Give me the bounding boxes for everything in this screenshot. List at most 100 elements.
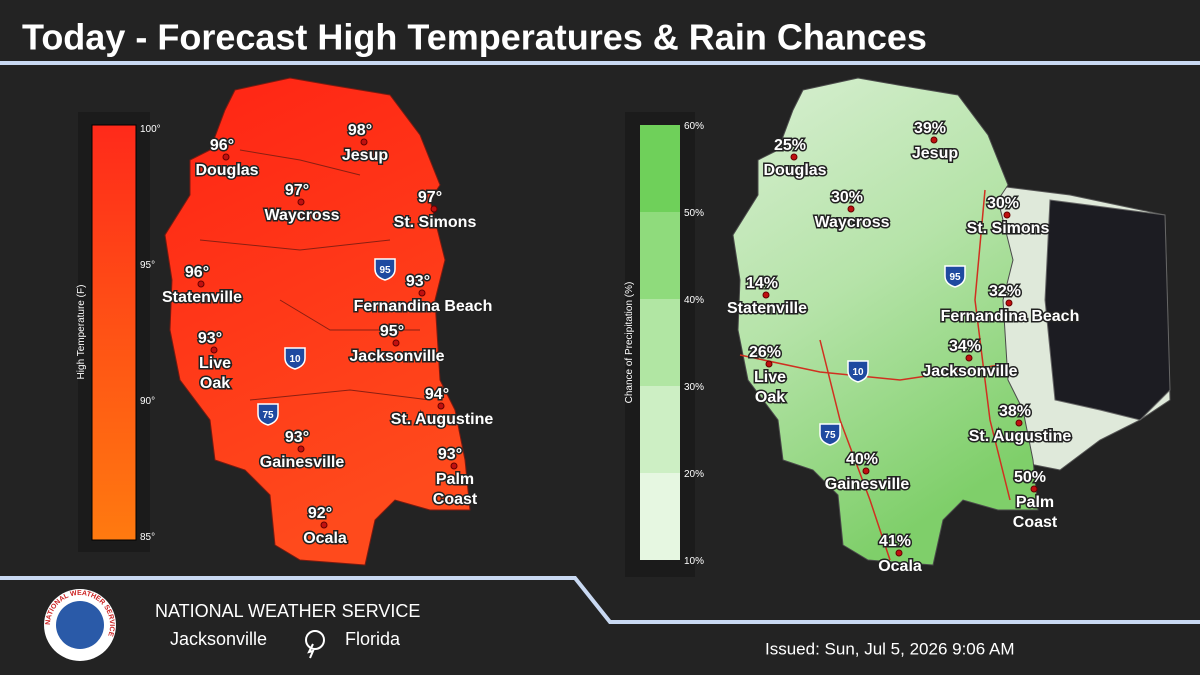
color-band xyxy=(640,473,680,560)
city-value: 93° xyxy=(438,446,462,463)
region xyxy=(164,77,471,566)
city-value: 30% xyxy=(987,195,1019,212)
interstate-number: 10 xyxy=(289,354,301,365)
city-dot xyxy=(297,198,305,206)
interstate-shield xyxy=(847,360,869,383)
city-value: 96° xyxy=(185,264,209,281)
city-name: Statenville xyxy=(727,300,807,317)
city-value: 93° xyxy=(285,429,309,446)
legend-title: Chance of Precipitation (%) xyxy=(624,282,635,404)
city-value: 32% xyxy=(989,283,1021,300)
city-value: 95° xyxy=(380,323,404,340)
city-name: Waycross xyxy=(265,207,340,224)
weather-icon xyxy=(305,630,325,659)
city-dot xyxy=(437,402,445,410)
temperature-map: 100° 95° 90° 85° High Temperature (F) 95 10 75 9… xyxy=(76,77,495,566)
city-value: 94° xyxy=(425,386,449,403)
color-band xyxy=(640,386,680,473)
city-value: 96° xyxy=(210,137,234,154)
city-dot xyxy=(297,445,305,453)
city-value: 50% xyxy=(1014,469,1046,486)
city-dot xyxy=(392,339,400,347)
color-band xyxy=(640,212,680,299)
city-name: Jacksonville xyxy=(922,363,1017,380)
city-name: St. Augustine xyxy=(391,411,494,428)
office-state: Florida xyxy=(345,629,401,649)
issued-time: Issued: Sun, Jul 5, 2026 9:06 AM xyxy=(765,639,1015,658)
city-value: 38% xyxy=(999,403,1031,420)
city-name: Waycross xyxy=(815,214,890,231)
city-name: Live xyxy=(754,369,786,386)
city-dot xyxy=(450,462,458,470)
city-value: 26% xyxy=(749,344,781,361)
city-name: Live xyxy=(199,355,231,372)
city-value: 39% xyxy=(914,120,946,137)
city-value: 41% xyxy=(879,533,911,550)
city-name: Statenville xyxy=(162,289,242,306)
city-dot xyxy=(418,289,426,297)
city-value: 25% xyxy=(774,137,806,154)
city-dot xyxy=(1005,299,1013,307)
city-name: Jesup xyxy=(342,147,388,164)
city-value: 30% xyxy=(831,189,863,206)
city-name: Douglas xyxy=(763,162,826,179)
city-name: Palm xyxy=(436,471,474,488)
city-value: 34% xyxy=(949,338,981,355)
city-value: 93° xyxy=(406,273,430,290)
legend-tick: 90° xyxy=(140,396,155,407)
city-value: 14% xyxy=(746,275,778,292)
interstate-number: 95 xyxy=(949,272,961,283)
color-scale xyxy=(91,124,137,541)
city-name: St. Simons xyxy=(394,214,477,231)
divider xyxy=(0,576,1200,624)
city-dot xyxy=(430,205,438,213)
rain-map: 60% 50% 40% 30% 20% 10% Chance of Precipitatio… xyxy=(624,77,1171,577)
legend-tick: 95° xyxy=(140,260,155,271)
city-dot xyxy=(862,467,870,475)
city-value: 98° xyxy=(348,122,372,139)
city-value: 93° xyxy=(198,330,222,347)
city-name: Jacksonville xyxy=(349,348,444,365)
city-name: Fernandina Beach xyxy=(354,298,493,315)
city-name: Coast xyxy=(433,491,478,508)
city-dot xyxy=(210,346,218,354)
masked-area xyxy=(1044,199,1171,421)
city-name: Coast xyxy=(1013,514,1058,531)
city-dot xyxy=(1003,211,1011,219)
city-name: Fernandina Beach xyxy=(941,308,1080,325)
interstate-shield xyxy=(819,423,841,446)
legend-tick: 20% xyxy=(684,469,704,480)
city-name: Douglas xyxy=(195,162,258,179)
city-dot xyxy=(762,291,770,299)
legend-title: High Temperature (F) xyxy=(76,285,87,380)
legend-tick: 85° xyxy=(140,532,155,543)
color-band xyxy=(640,299,680,386)
interstate-shield xyxy=(944,265,966,288)
city-dot xyxy=(1030,485,1038,493)
city-name: Palm xyxy=(1016,494,1054,511)
city-dot xyxy=(790,153,798,161)
title: Today - Forecast High Temperatures & Rai… xyxy=(22,17,927,58)
interstate-shield xyxy=(284,347,306,370)
legend-tick: 50% xyxy=(684,208,704,219)
org-name: NATIONAL WEATHER SERVICE xyxy=(155,601,420,621)
region xyxy=(732,77,1039,566)
city-name: Oak xyxy=(200,375,230,392)
legend-tick: 60% xyxy=(684,121,704,132)
city-value: 92° xyxy=(308,505,332,522)
city-name: Ocala xyxy=(303,530,347,547)
city-dot xyxy=(360,138,368,146)
city-dot xyxy=(1015,419,1023,427)
interstate-number: 75 xyxy=(262,410,274,421)
logo-core xyxy=(56,601,104,649)
city-value: 97° xyxy=(285,182,309,199)
interstate-number: 75 xyxy=(824,430,836,441)
legend-tick: 100° xyxy=(140,124,161,135)
office-city: Jacksonville xyxy=(170,629,267,649)
interstate-shield xyxy=(257,403,279,426)
county-lines xyxy=(199,149,431,401)
city-dot xyxy=(895,549,903,557)
interstate-number: 10 xyxy=(852,367,864,378)
city-dot xyxy=(222,153,230,161)
